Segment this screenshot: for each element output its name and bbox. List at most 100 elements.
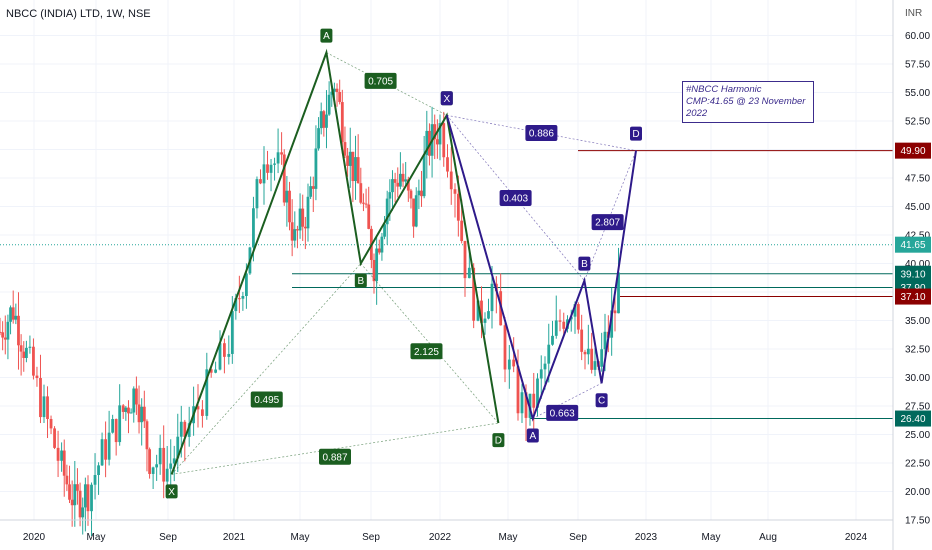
pattern-point-label: A bbox=[529, 431, 536, 442]
candle-body bbox=[536, 378, 539, 408]
y-tick-label: 47.50 bbox=[905, 174, 930, 185]
candle-body bbox=[551, 335, 554, 345]
candle-body bbox=[590, 348, 594, 370]
candle-body bbox=[293, 229, 297, 241]
price-tag bbox=[895, 410, 931, 427]
candle-body bbox=[399, 173, 402, 187]
pattern-point-label: D bbox=[495, 436, 502, 447]
candle-body bbox=[520, 392, 524, 414]
ratio-label: 0.495 bbox=[254, 395, 279, 406]
candle-body bbox=[317, 128, 320, 149]
candle-body bbox=[241, 296, 245, 299]
candle-body bbox=[111, 419, 115, 433]
pattern-point-label: B bbox=[581, 259, 588, 270]
candle-body bbox=[309, 186, 313, 197]
candle-body bbox=[576, 304, 580, 330]
candle-body bbox=[223, 343, 226, 357]
candle-body bbox=[388, 192, 392, 199]
y-tick-label: 32.50 bbox=[905, 345, 930, 356]
candle-body bbox=[1, 332, 5, 338]
pattern-point-label: C bbox=[598, 396, 605, 407]
candle-body bbox=[68, 484, 71, 500]
candle-body bbox=[39, 378, 42, 418]
candle-body bbox=[17, 315, 20, 346]
candle-body bbox=[593, 361, 597, 370]
x-tick-label: Sep bbox=[159, 532, 177, 543]
time-axis[interactable]: 2020 May Sep 2021 May Sep 2022 May Sep 2023 May Aug… bbox=[0, 519, 893, 543]
candle-body bbox=[124, 407, 128, 412]
candle-body bbox=[338, 92, 342, 103]
candle-body bbox=[142, 406, 146, 422]
candle-body bbox=[340, 102, 344, 143]
candle-body bbox=[276, 152, 280, 164]
candle-body bbox=[259, 179, 262, 184]
pattern-point-label: B bbox=[357, 276, 364, 287]
pattern-point-label: A bbox=[323, 31, 330, 42]
candle-body bbox=[420, 190, 423, 197]
candle-body bbox=[412, 198, 415, 227]
candle-body bbox=[176, 436, 180, 459]
candle-body bbox=[298, 208, 302, 231]
candle-body bbox=[290, 222, 294, 241]
candle-body bbox=[583, 351, 587, 355]
y-tick-label: 22.50 bbox=[905, 459, 930, 470]
candle-body bbox=[391, 179, 394, 193]
candle-body bbox=[480, 300, 483, 323]
candle-body bbox=[393, 179, 397, 183]
candle-body bbox=[285, 190, 289, 203]
candle-body bbox=[129, 412, 133, 414]
y-tick-label: 55.00 bbox=[905, 88, 930, 99]
ratio-label: 0.403 bbox=[503, 193, 528, 204]
y-tick-label: 40.00 bbox=[905, 259, 930, 270]
pattern-point-badge bbox=[320, 28, 333, 43]
ratio-badge bbox=[499, 189, 532, 206]
harmonic-patterns: XABXDXABCD0.7050.4952.1250.8870.8860.403… bbox=[165, 28, 642, 499]
x-tick-label: Sep bbox=[362, 532, 380, 543]
pattern-point-badge bbox=[595, 393, 608, 408]
candle-body bbox=[335, 88, 339, 93]
y-tick-label: 17.50 bbox=[905, 516, 930, 527]
y-tick-label: 60.00 bbox=[905, 31, 930, 42]
candle-body bbox=[165, 468, 169, 482]
y-tick-label: 52.50 bbox=[905, 117, 930, 128]
candle-body bbox=[22, 351, 26, 358]
candle-body bbox=[28, 346, 32, 348]
ratio-badge bbox=[525, 124, 558, 141]
candle-body bbox=[463, 241, 467, 279]
ratio-label: 2.125 bbox=[414, 347, 439, 358]
candle-body bbox=[107, 432, 111, 460]
candle-body bbox=[135, 388, 138, 405]
candle-body bbox=[155, 464, 159, 468]
pattern-point-badge bbox=[492, 433, 505, 448]
candle-body bbox=[19, 345, 23, 352]
pattern-point-badge bbox=[526, 428, 539, 443]
pattern-helper-line bbox=[532, 382, 602, 419]
candle-body bbox=[547, 344, 551, 364]
candle-body bbox=[114, 419, 118, 443]
candle-body bbox=[288, 190, 291, 223]
candle-body bbox=[252, 208, 255, 248]
candle-body bbox=[414, 195, 418, 227]
candle-body bbox=[230, 311, 234, 354]
candle-body bbox=[306, 196, 310, 229]
candle-body bbox=[409, 190, 413, 199]
y-tick-label: 27.50 bbox=[905, 402, 930, 413]
candle-body bbox=[580, 329, 584, 352]
candle-body bbox=[543, 363, 547, 370]
candle-body bbox=[151, 467, 155, 474]
candle-body bbox=[158, 447, 162, 465]
candle-body bbox=[303, 226, 307, 229]
candle-body bbox=[90, 484, 93, 512]
candle-body bbox=[573, 304, 577, 317]
ratio-label: 0.705 bbox=[368, 76, 393, 87]
candle-body bbox=[78, 490, 82, 518]
candle-body bbox=[325, 114, 328, 128]
price-tag-label: 49.90 bbox=[900, 146, 925, 157]
candle-body bbox=[53, 428, 56, 448]
ratio-label: 0.886 bbox=[529, 128, 554, 139]
candle-body bbox=[35, 375, 39, 379]
candle-body bbox=[322, 111, 326, 128]
candle-body bbox=[613, 310, 617, 314]
candle-body bbox=[487, 311, 490, 319]
